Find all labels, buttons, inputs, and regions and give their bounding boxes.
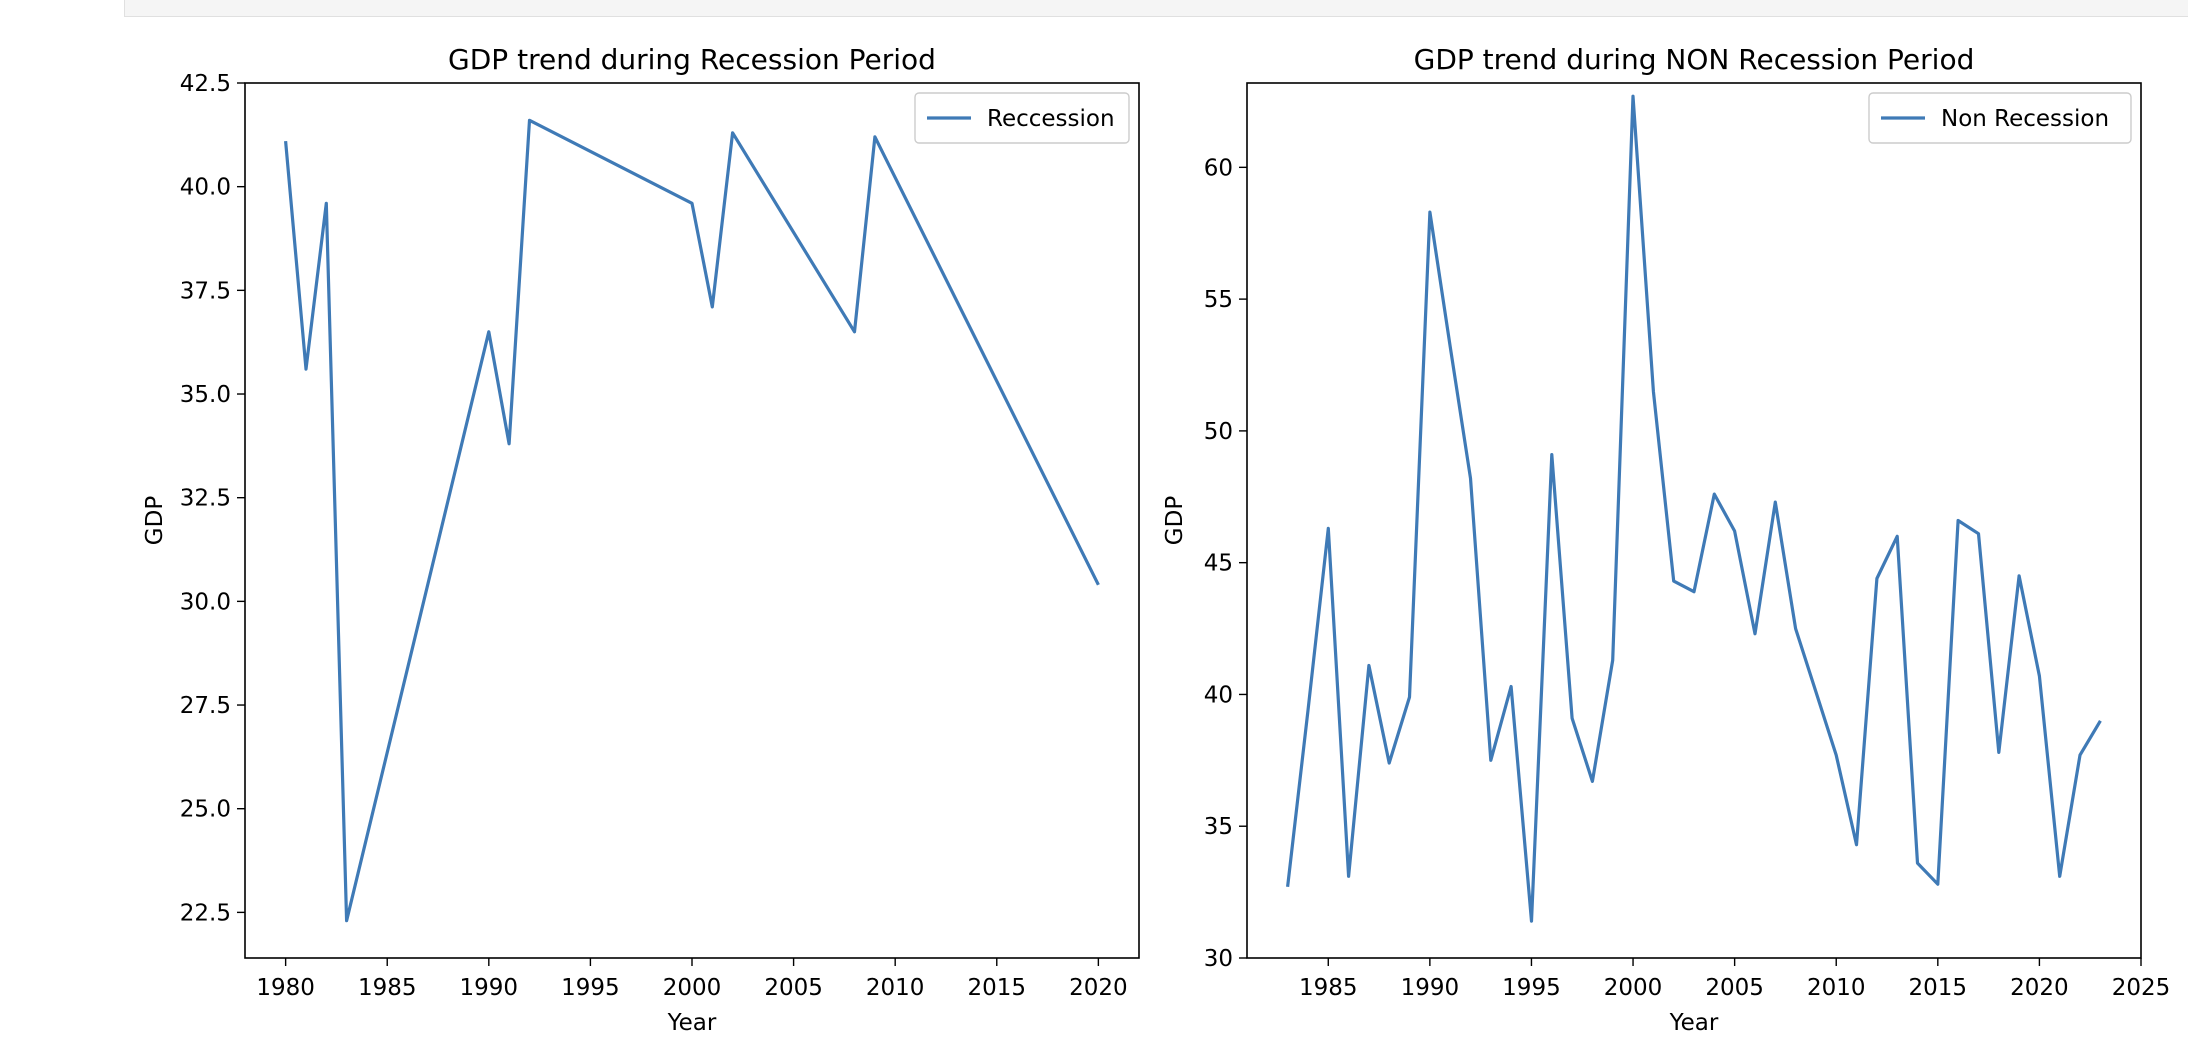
chart1-x-tick-label: 1995 xyxy=(561,975,620,1001)
chart1-x-tick-label: 2000 xyxy=(663,975,722,1001)
chart2-x-tick-label: 2025 xyxy=(2112,975,2171,1001)
notebook-cell-bar xyxy=(124,0,2188,17)
chart1-y-tick-label: 27.5 xyxy=(180,693,231,719)
chart1-y-tick-label: 37.5 xyxy=(180,278,231,304)
chart2-x-tick-label: 2005 xyxy=(1705,975,1764,1001)
chart1-y-axis-label: GDP xyxy=(142,496,168,546)
chart1-x-tick-label: 1980 xyxy=(256,975,315,1001)
chart1-y-tick-label: 22.5 xyxy=(180,900,231,926)
chart2-legend-box xyxy=(1868,92,2132,144)
chart2-x-tick-label: 1990 xyxy=(1401,975,1460,1001)
chart2-y-tick-label: 60 xyxy=(1204,155,1233,181)
chart2-y-tick-label: 30 xyxy=(1204,946,1233,972)
chart2-y-tick-label: 55 xyxy=(1204,287,1233,313)
chart2-x-tick-label: 2000 xyxy=(1604,975,1663,1001)
chart1-y-tick-label: 42.5 xyxy=(180,71,231,97)
chart2-x-tick-label: 2020 xyxy=(2010,975,2069,1001)
chart1-legend-label: Reccession xyxy=(987,106,1115,132)
chart1-y-tick-label: 35.0 xyxy=(180,382,231,408)
chart1-y-tick-label: 40.0 xyxy=(180,175,231,201)
chart2-y-tick-label: 50 xyxy=(1204,419,1233,445)
chart1-y-tick-label: 30.0 xyxy=(180,589,231,615)
chart1-y-tick-label: 25.0 xyxy=(180,797,231,823)
chart2-x-tick-label: 2015 xyxy=(1909,975,1968,1001)
chart1-x-tick-label: 2015 xyxy=(967,975,1026,1001)
chart1-x-tick-label: 2010 xyxy=(866,975,925,1001)
chart1-legend-box xyxy=(914,92,1130,144)
chart1-x-tick-label: 2005 xyxy=(764,975,823,1001)
chart1-x-tick-label: 1990 xyxy=(460,975,519,1001)
chart2-x-axis-label: Year xyxy=(1669,1010,1719,1036)
chart2-y-tick-label: 35 xyxy=(1204,814,1233,840)
chart2-x-tick-label: 2010 xyxy=(1807,975,1866,1001)
chart1-x-tick-label: 1985 xyxy=(358,975,417,1001)
chart1-series-line-1 xyxy=(284,118,1100,923)
chart1-title: GDP trend during Recession Period xyxy=(448,43,936,76)
chart2-title: GDP trend during NON Recession Period xyxy=(1414,43,1975,76)
chart2-y-tick-label: 40 xyxy=(1204,682,1233,708)
chart2-series-line-1 xyxy=(1286,94,2102,923)
chart2-x-tick-label: 1985 xyxy=(1299,975,1358,1001)
chart1-x-axis-label: Year xyxy=(667,1010,717,1036)
chart1-y-tick-label: 32.5 xyxy=(180,486,231,512)
chart2-x-tick-label: 1995 xyxy=(1502,975,1561,1001)
chart2-y-tick-label: 45 xyxy=(1204,551,1233,577)
chart1-x-tick-label: 2020 xyxy=(1069,975,1128,1001)
chart2-y-axis-label: GDP xyxy=(1162,496,1188,546)
chart2-plot-frame xyxy=(1246,82,2142,959)
chart1-plot-frame xyxy=(244,82,1140,959)
chart2-legend-label: Non Recession xyxy=(1941,106,2109,132)
